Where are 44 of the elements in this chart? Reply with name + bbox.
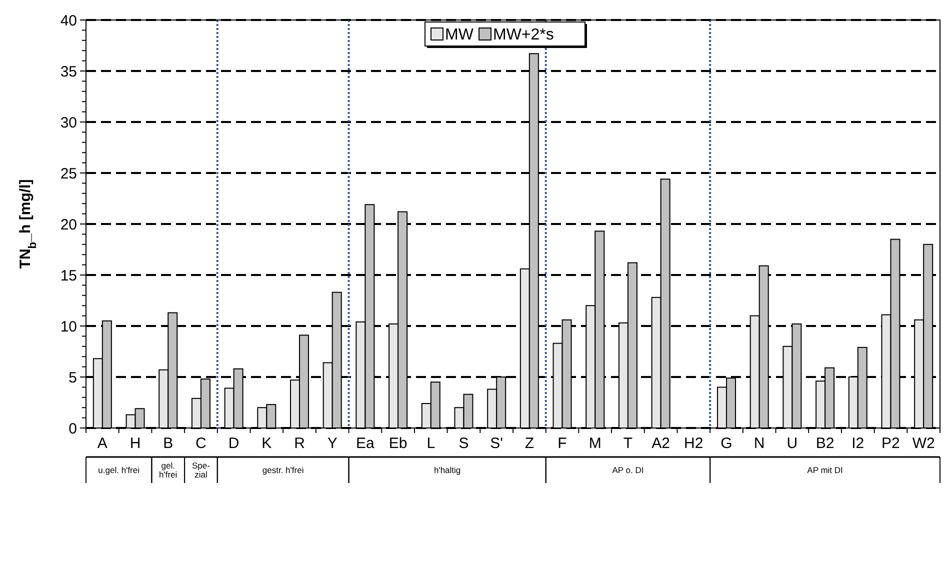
y-tick-label: 25 (60, 165, 77, 182)
x-tick-label: D (228, 435, 240, 452)
y-tick-label: 0 (68, 420, 77, 438)
text: AP o. DI (612, 464, 644, 475)
x-tick-label: H2 (684, 435, 704, 452)
x-tick-label: R (294, 435, 306, 452)
x-tick-label: G (720, 435, 732, 452)
x-tick-label: Eb (388, 435, 408, 452)
x-tick-label: B (163, 435, 174, 452)
x-tick-label: A (97, 435, 108, 452)
x-tick-label: B2 (816, 435, 834, 452)
x-tick-label: S (458, 435, 469, 452)
x-tick-label: Z (524, 435, 534, 452)
x-tick-label: N (754, 435, 765, 452)
x-tick-label: Y (327, 435, 338, 452)
x-tick-label: S' (490, 435, 504, 452)
x-tick-label: F (558, 435, 567, 452)
y-tick-label: 10 (60, 318, 77, 336)
x-tick-label: M (588, 435, 602, 452)
legend-label: MW+2*s (493, 26, 554, 44)
x-tick-label: L (426, 435, 436, 452)
y-tick-label: 30 (60, 114, 77, 132)
x-tick-label: I2 (852, 435, 864, 452)
text: gel. h'frei (159, 460, 178, 480)
x-tick-label: W2 (912, 435, 935, 452)
x-tick-label: C (196, 435, 207, 452)
text: gestr. h'frei (262, 464, 304, 475)
legend-label: MW (445, 26, 474, 44)
text: h'haltig (434, 464, 461, 475)
x-tick-label: H (130, 435, 141, 452)
x-tick-label: K (262, 435, 272, 452)
x-tick-label: A2 (652, 435, 670, 452)
y-tick-label: 5 (68, 369, 77, 386)
x-tick-label: Ea (356, 435, 376, 452)
y-tick-label: 20 (60, 216, 77, 234)
y-tick-label: 35 (60, 63, 77, 80)
x-tick-label: T (623, 435, 633, 452)
text: Spe-zial (192, 460, 210, 480)
x-tick-label: U (786, 435, 798, 452)
text: u.gel. h'frei (98, 464, 140, 475)
text: AP mit DI (807, 464, 843, 475)
x-tick-label: P2 (882, 435, 900, 452)
y-tick-label: 40 (60, 12, 77, 30)
y-tick-label: 15 (60, 267, 77, 284)
